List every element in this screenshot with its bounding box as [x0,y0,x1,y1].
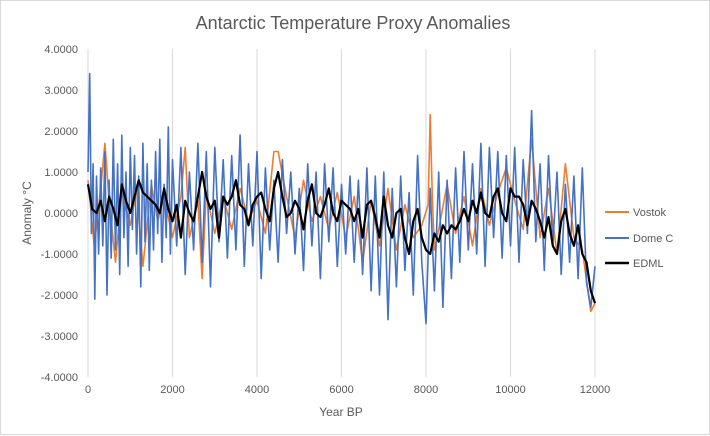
series-layer [86,72,597,325]
x-tick-label: 2000 [160,384,184,396]
y-tick-label: -2.0000 [41,290,78,302]
y-tick-label: -1.0000 [41,249,78,261]
chart-title: Antarctic Temperature Proxy Anomalies [196,13,511,33]
x-tick-label: 10000 [495,384,526,396]
x-axis-title: Year BP [319,405,363,419]
y-axis-ticks: 4.0000 3.0000 2.0000 1.0000 0.0000 -1.0000 -2.… [41,44,78,384]
x-tick-label: 8000 [414,384,438,396]
y-tick-label: -3.0000 [41,331,78,343]
x-tick-label: 12000 [580,384,611,396]
y-tick-label: -4.0000 [41,372,78,384]
legend-label: Vostok [633,207,667,219]
y-tick-label: 2.0000 [44,126,78,138]
x-tick-label: 6000 [329,384,353,396]
y-tick-label: 3.0000 [44,85,78,97]
y-tick-label: 4.0000 [44,44,78,56]
series-line-edml [86,170,597,304]
legend-label: EDML [633,258,664,270]
y-tick-label: 1.0000 [44,167,78,179]
x-tick-label: 0 [85,384,91,396]
y-tick-label: 0.0000 [44,208,78,220]
legend: Vostok Dome C EDML [605,207,673,270]
x-axis-ticks: 0 2000 4000 6000 8000 10000 12000 [85,384,610,396]
y-axis-title: Anomaly °C [20,181,34,245]
x-tick-label: 4000 [245,384,269,396]
legend-label: Dome C [633,233,673,245]
